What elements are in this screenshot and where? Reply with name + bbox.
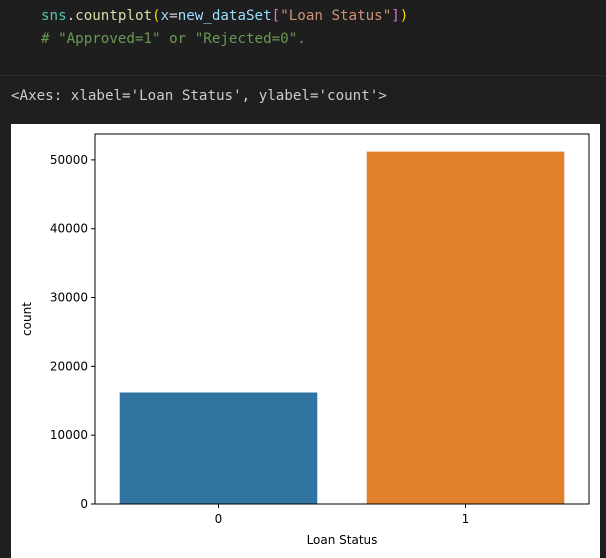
x-tick-label-0: 0 [215,512,223,526]
plot-output: 0 1 0 10000 20000 30000 40000 50000 Loan Status c… [11,124,600,558]
y-tick-label-10000: 10000 [50,428,88,442]
bar-0 [119,392,318,504]
token-open-paren: ( [152,8,161,24]
y-axis-label: count [20,302,34,336]
x-tick-label-1: 1 [462,512,470,526]
axes-frame [94,133,590,505]
token-param: x [160,8,170,24]
token-close-paren: ) [399,8,409,24]
x-axis-label: Loan Status [307,533,378,547]
code-line-1: sns.countplot(x=new_dataSet["Loan Status… [41,8,408,24]
code-comment: # "Approved=1" or "Rejected=0". [41,31,306,47]
bar-1 [366,151,565,504]
y-tick-label-20000: 20000 [50,359,88,373]
code-cell[interactable]: sns.countplot(x=new_dataSet["Loan Status… [0,0,606,76]
token-dot: . [66,8,76,24]
token-module: sns [41,8,67,24]
token-string: "Loan Status" [280,8,392,24]
y-tick-label-40000: 40000 [50,222,88,236]
y-tick-label-50000: 50000 [50,153,88,167]
y-tick-label-0: 0 [80,497,88,511]
countplot-chart: 0 1 0 10000 20000 30000 40000 50000 Loan Status c… [20,133,590,547]
token-open-bracket: [ [271,8,281,24]
cell-output-text: <Axes: xlabel='Loan Status', ylabel='cou… [11,88,387,104]
token-equals: = [169,8,178,24]
y-tick-label-30000: 30000 [50,291,88,305]
token-function: countplot [75,8,153,24]
token-variable: new_dataSet [177,8,272,24]
token-close-bracket: ] [391,8,400,24]
